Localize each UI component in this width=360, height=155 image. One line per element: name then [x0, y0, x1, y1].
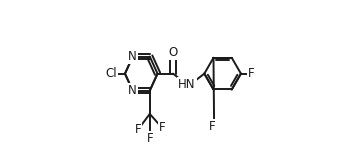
Text: F: F: [159, 121, 166, 134]
Text: F: F: [248, 67, 255, 80]
Text: O: O: [168, 46, 177, 59]
Text: N: N: [129, 84, 137, 97]
Text: HN: HN: [178, 78, 196, 91]
Text: F: F: [209, 120, 216, 133]
Text: F: F: [135, 123, 141, 136]
Text: N: N: [129, 50, 137, 63]
Text: Cl: Cl: [105, 67, 117, 80]
Text: F: F: [147, 132, 153, 145]
